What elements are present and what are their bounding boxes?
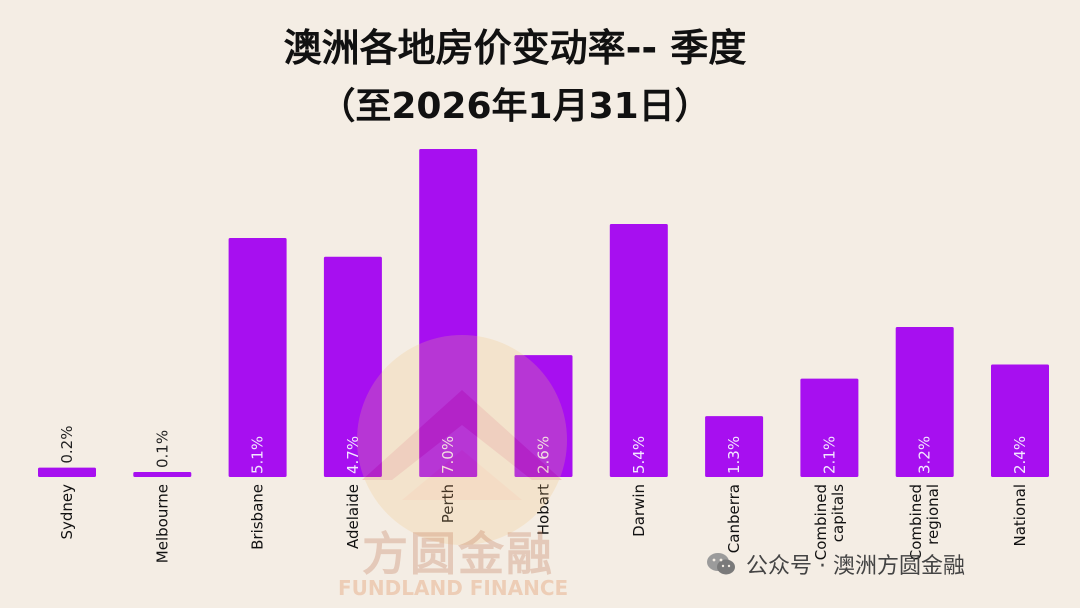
bar-combined-capitals xyxy=(800,378,859,477)
category-label: capitals xyxy=(829,484,847,542)
category-label: Hobart xyxy=(535,484,553,535)
data-label: 0.1% xyxy=(153,430,171,468)
data-label: 0.2% xyxy=(58,426,76,464)
wechat-credit: 公众号 · 澳洲方圆金融 xyxy=(706,548,965,580)
category-label: Sydney xyxy=(58,484,76,540)
category-label: regional xyxy=(924,484,942,545)
data-label: 2.4% xyxy=(1011,436,1029,474)
category-label: Combined xyxy=(907,484,925,560)
data-label: 2.1% xyxy=(820,436,838,474)
data-label: 5.4% xyxy=(630,436,648,474)
data-label: 4.7% xyxy=(344,436,362,474)
chart-title-block: 澳洲各地房价变动率-- 季度 （至2026年1月31日） xyxy=(0,20,1030,134)
bar-national xyxy=(991,364,1049,477)
data-label: 1.3% xyxy=(725,436,743,474)
chart-title: 澳洲各地房价变动率-- 季度 xyxy=(283,26,747,70)
category-label: Adelaide xyxy=(344,484,362,549)
category-label: Perth xyxy=(439,484,457,523)
category-label: Canberra xyxy=(725,484,743,553)
bar-canberra xyxy=(705,416,764,477)
watermark-logo-text: 方圆金融 xyxy=(362,527,554,581)
bar-perth xyxy=(419,149,478,477)
category-label: Darwin xyxy=(630,484,648,537)
bar-darwin xyxy=(609,223,668,477)
bar-hobart xyxy=(514,355,573,477)
bar-brisbane xyxy=(228,238,287,477)
category-label: Brisbane xyxy=(249,484,267,550)
data-label: 7.0% xyxy=(439,436,457,474)
data-label: 5.1% xyxy=(249,436,267,474)
watermark-logo-subtext: FUNDLAND FINANCE xyxy=(338,576,569,600)
category-label: Melbourne xyxy=(153,484,171,563)
bar-combined-regional xyxy=(895,327,954,477)
bar-sydney xyxy=(38,467,96,477)
wechat-icon xyxy=(707,553,735,575)
category-label: National xyxy=(1011,484,1029,547)
wechat-text: 公众号 · 澳洲方圆金融 xyxy=(746,554,965,579)
data-label: 3.2% xyxy=(916,436,934,474)
bar-melbourne xyxy=(133,472,192,477)
bar-adelaide xyxy=(323,256,382,477)
category-label: Combined xyxy=(812,484,830,560)
chart-subtitle: （至2026年1月31日） xyxy=(319,86,711,127)
data-label: 2.6% xyxy=(535,436,553,474)
